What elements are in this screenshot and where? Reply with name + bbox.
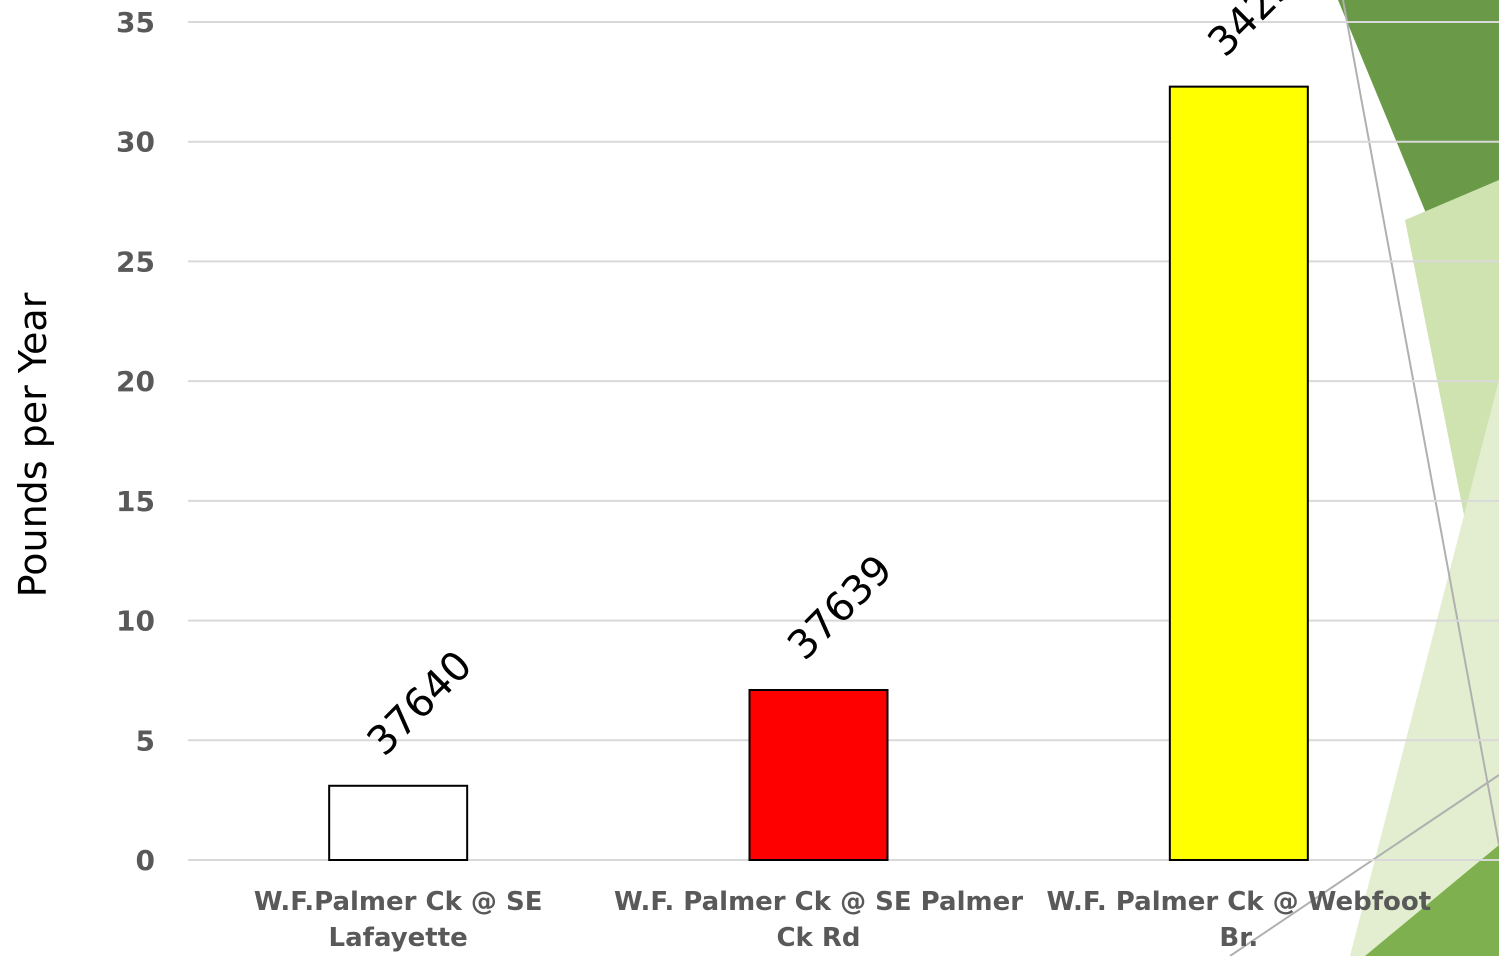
decor-mid-green-triangle bbox=[1365, 845, 1499, 956]
y-tick-label: 30 bbox=[116, 126, 155, 159]
y-tick-label: 15 bbox=[116, 485, 155, 518]
bar bbox=[328, 784, 469, 862]
x-category-label: Ck Rd bbox=[776, 923, 860, 953]
decor-thin-line bbox=[1229, 774, 1499, 956]
data-label: 3423 bbox=[1199, 0, 1304, 66]
x-axis-categories: W.F.Palmer Ck @ SE Lafayette W.F. Palmer C… bbox=[254, 887, 1431, 953]
decor-pale-green-triangle bbox=[1350, 380, 1499, 956]
y-axis-label: Pounds per Year bbox=[11, 292, 55, 597]
bar bbox=[1168, 85, 1309, 862]
y-tick-label: 10 bbox=[116, 605, 155, 638]
bars bbox=[328, 85, 1309, 862]
x-category-label: Br. bbox=[1219, 923, 1258, 953]
y-tick-label: 0 bbox=[136, 844, 155, 877]
data-labels: 37640 37639 3423 bbox=[359, 0, 1304, 765]
x-category-label: W.F.Palmer Ck @ SE bbox=[254, 887, 543, 917]
x-category-label: W.F. Palmer Ck @ Webfoot bbox=[1047, 887, 1432, 917]
data-label: 37639 bbox=[779, 547, 902, 670]
y-tick-label: 35 bbox=[116, 6, 155, 39]
y-tick-label: 20 bbox=[116, 365, 155, 398]
y-tick-label: 5 bbox=[136, 724, 155, 757]
x-category-label: Lafayette bbox=[329, 923, 468, 953]
green-decorative-shapes bbox=[1229, 0, 1499, 956]
x-category-label: W.F. Palmer Ck @ SE Palmer bbox=[614, 887, 1023, 917]
data-label: 37640 bbox=[359, 642, 482, 765]
y-axis-ticks: 0 5 10 15 20 25 30 35 bbox=[116, 6, 155, 877]
y-tick-label: 25 bbox=[116, 245, 155, 278]
bar bbox=[748, 689, 889, 862]
